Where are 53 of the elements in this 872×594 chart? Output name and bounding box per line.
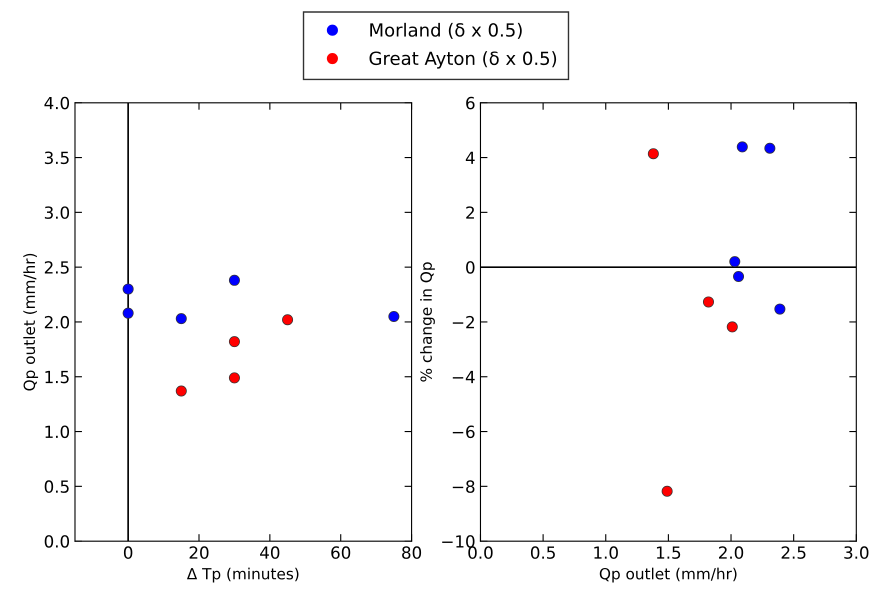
x-tick-label: 40: [260, 546, 280, 559]
y-tick-label: 2: [466, 206, 474, 219]
y-tick-label: −2: [452, 316, 474, 328]
y-tick-label: 2.5: [44, 261, 69, 274]
point: [648, 148, 659, 160]
point: [228, 336, 240, 348]
y-axis-title: Qp outlet (mm/hr): [23, 254, 38, 391]
y-tick-label: 0.0: [44, 535, 70, 548]
point: [733, 270, 744, 282]
point: [228, 372, 240, 384]
x-tick-label: 2.5: [782, 546, 806, 559]
point: [388, 310, 400, 322]
y-tick-label: 3.0: [44, 206, 70, 219]
point: [729, 256, 740, 268]
point: [122, 284, 134, 295]
point: [736, 141, 748, 152]
point: [726, 321, 738, 332]
point: [176, 313, 187, 324]
point: [282, 314, 294, 326]
x-axis-title: Δ Tp (minutes): [186, 568, 298, 582]
y-tick-label: −10: [442, 535, 475, 548]
point: [176, 385, 187, 396]
y-tick-label: 1.5: [45, 370, 69, 384]
x-tick-label: 60: [331, 546, 350, 559]
y-tick-label: 0.5: [44, 480, 69, 493]
x-tick-label: 0.5: [530, 546, 555, 559]
y-tick-label: −8: [452, 480, 474, 493]
y-tick-label: 4: [466, 152, 475, 164]
y-tick-label: 2.0: [44, 316, 70, 329]
point: [702, 296, 714, 308]
x-axis-title: Qp outlet (mm/hr): [600, 568, 737, 582]
y-tick-label: 6: [466, 96, 475, 110]
y-axis-title: % change in Qp: [420, 262, 435, 382]
x-tick-label: 80: [402, 546, 422, 559]
x-tick-label: 1.0: [594, 546, 618, 559]
point: [228, 274, 240, 286]
y-tick-label: 3.5: [44, 152, 69, 164]
y-tick-label: −6: [452, 426, 475, 438]
x-tick-label: 3.0: [844, 546, 868, 559]
x-tick-label: 20: [190, 546, 208, 559]
y-tick-label: 0: [466, 261, 475, 274]
point: [774, 304, 786, 315]
x-tick-label: 2.0: [718, 546, 744, 559]
y-tick-label: 1.0: [45, 426, 70, 438]
legend-label: Great Ayton (δ x 0.5): [370, 51, 556, 69]
y-tick-label: −4: [452, 370, 475, 384]
point: [122, 308, 134, 319]
x-tick-label: 1.5: [656, 546, 680, 559]
y-tick-label: 4.0: [44, 96, 70, 110]
x-tick-label: 0: [124, 546, 132, 559]
legend-label: Morland (δ x 0.5): [370, 22, 522, 39]
point: [662, 486, 673, 497]
point: [764, 142, 776, 154]
